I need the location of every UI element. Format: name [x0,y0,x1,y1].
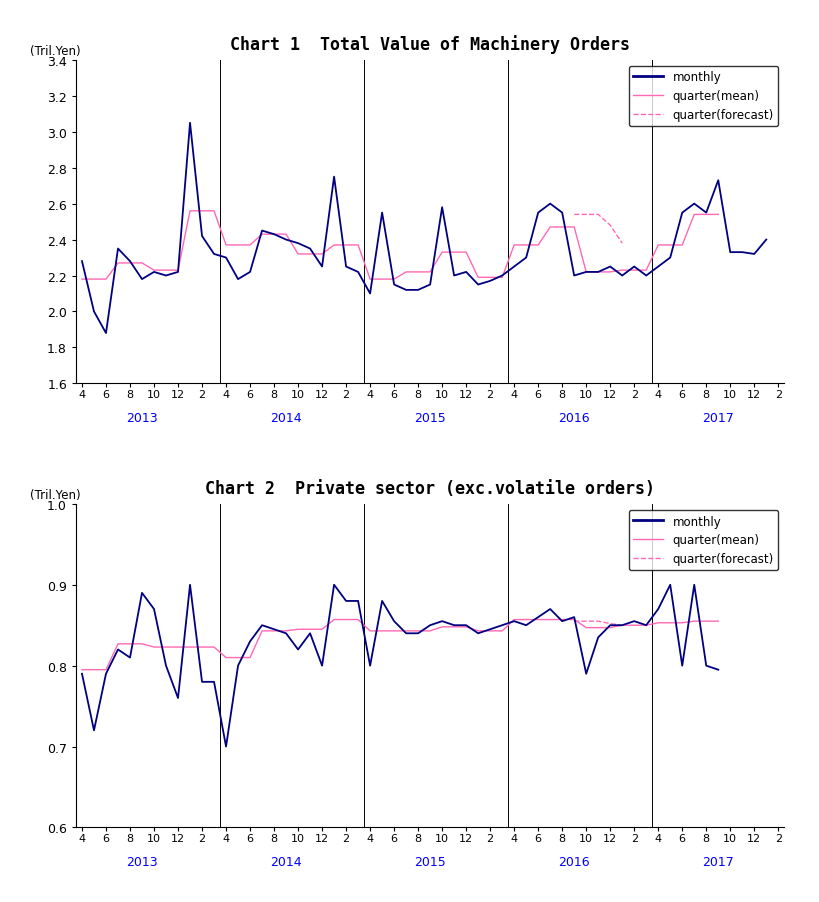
Text: 2016: 2016 [559,855,590,868]
Text: 2013: 2013 [126,855,158,868]
Text: 2014: 2014 [270,411,302,424]
Text: 2016: 2016 [559,411,590,424]
Text: (Tril.Yen): (Tril.Yen) [30,44,80,58]
Text: 2017: 2017 [703,855,734,868]
Legend: monthly, quarter(mean), quarter(forecast): monthly, quarter(mean), quarter(forecast… [629,511,778,570]
Text: 2015: 2015 [414,411,446,424]
Title: Chart 2  Private sector (exc.volatile orders): Chart 2 Private sector (exc.volatile ord… [205,479,655,497]
Text: (Tril.Yen): (Tril.Yen) [30,488,80,502]
Legend: monthly, quarter(mean), quarter(forecast): monthly, quarter(mean), quarter(forecast… [629,67,778,127]
Text: 2017: 2017 [703,411,734,424]
Title: Chart 1  Total Value of Machinery Orders: Chart 1 Total Value of Machinery Orders [230,34,630,53]
Text: 2013: 2013 [126,411,158,424]
Text: 2015: 2015 [414,855,446,868]
Text: 2014: 2014 [270,855,302,868]
